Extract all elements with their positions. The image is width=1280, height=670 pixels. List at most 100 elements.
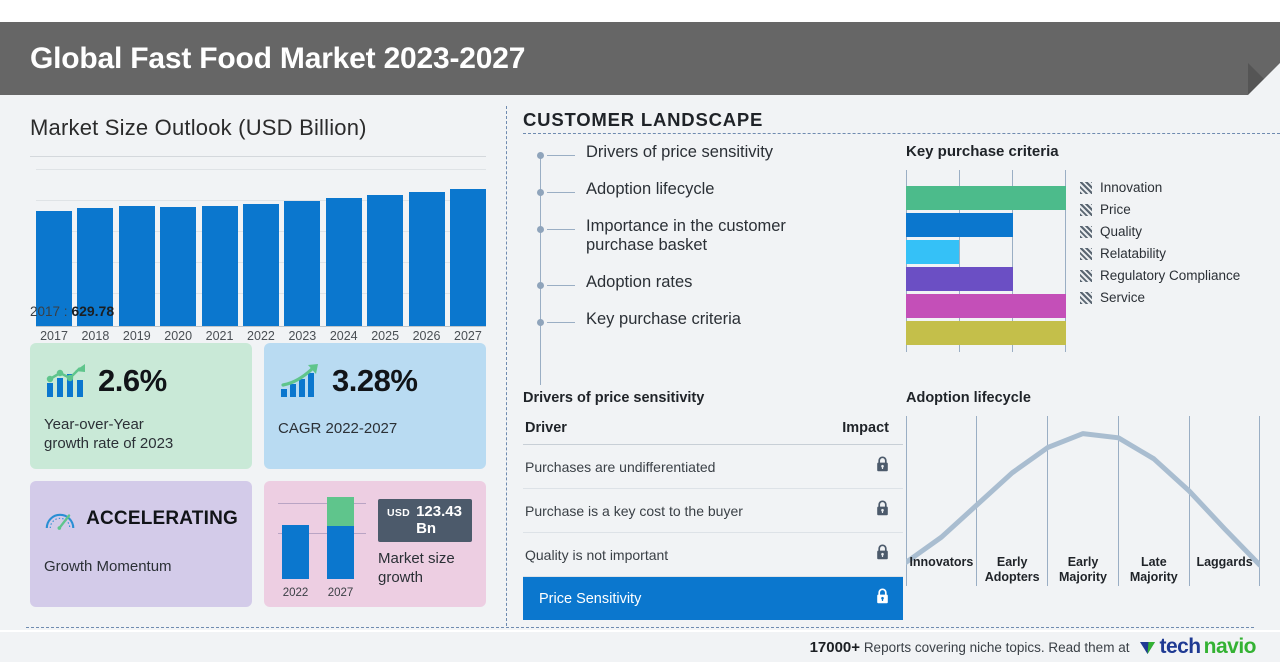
mini-xlabel: 2022 [282,587,309,599]
kpc-legend-label: Regulatory Compliance [1100,268,1241,283]
kpi-card-grid: 2.6% Year-over-Year growth rate of 2023 [30,343,494,613]
kpc-legend-label: Relatability [1100,246,1167,261]
kpc-gridline [1012,170,1013,352]
title-divider [30,156,486,157]
growth-card-caption: Market size growth [378,550,472,588]
footer-divider [26,627,1254,628]
lifecycle-title: Adoption lifecycle [906,390,1031,406]
lifecycle-tick-label: Early Majority [1048,555,1119,584]
hatch-swatch-icon [1080,269,1092,282]
card-header-row: 2.6% [44,357,238,405]
badge-value: 123.43 Bn [416,503,462,537]
lifecycle-tick-line: Adopters [984,569,1040,584]
cagr-value: 3.28% [332,363,418,398]
driver-name: Purchase is a key cost to the buyer [525,502,743,519]
tree-item-0[interactable]: Drivers of price sensitivity [537,143,900,163]
badge-currency: USD [387,507,411,519]
lock-icon [877,500,888,516]
growth-card-text: USD 123.43 Bn Market size growth [378,495,472,597]
customer-landscape-panel: CUSTOMER LANDSCAPE Drivers of price sens… [506,95,1280,630]
bar-arrow-growth-icon [281,364,318,397]
kpc-legend-label: Price [1100,202,1131,217]
mini-xlabel: 2027 [327,587,354,599]
bar-column [36,161,72,326]
bar [160,207,197,326]
lifecycle-gridline [1189,416,1190,586]
vertical-divider [506,106,507,626]
growth-momentum-card: ACCELERATING Growth Momentum [30,481,252,607]
driver-name: Purchases are undifferentiated [525,458,716,475]
bar-column [118,161,155,326]
gridline [36,169,486,170]
tree-item-4[interactable]: Key purchase criteria [537,309,900,330]
driver-name: Price Sensitivity [539,590,642,607]
technavio-logo[interactable]: tech navio [1139,635,1257,659]
lifecycle-tick-label: Early Adopters [977,555,1048,584]
kpc-legend-item: Innovation [1080,180,1240,195]
bar-series [36,161,486,326]
mini-bar-2027 [327,497,354,579]
tree-spine [540,157,541,385]
mini-gridline [278,503,366,504]
drivers-title: Drivers of price sensitivity [523,390,705,406]
impact-lock-cell[interactable] [876,588,889,609]
x-tick-label: 2023 [288,329,317,343]
cagr-card: 3.28% CAGR 2022-2027 [264,343,486,469]
market-size-panel: Market Size Outlook (USD Billion) 2017 20… [0,95,506,630]
impact-lock-cell[interactable] [876,500,889,521]
column-impact: Impact [842,420,889,436]
market-size-title: Market Size Outlook (USD Billion) [30,115,367,140]
lock-icon [877,588,888,604]
lifecycle-tick-line: Majority [1059,569,1107,584]
kpc-body: Innovation Price Quality Relatability Regula… [906,170,1276,352]
card-header-row: ACCELERATING [44,495,238,543]
lifecycle-gridline [1259,416,1260,586]
page-header: Global Fast Food Market 2023-2027 [0,22,1280,95]
lock-icon [877,544,888,560]
tree-item-1[interactable]: Adoption lifecycle [537,179,900,200]
page-footer: 17000+ Reports covering niche topics. Re… [0,632,1280,662]
growth-momentum-label: Growth Momentum [44,558,172,575]
impact-lock-cell[interactable] [876,456,889,477]
yoy-label-line1: Year-over-Year [44,416,144,433]
bar-line-growth-icon [46,364,85,397]
tree-item-label: Adoption lifecycle [586,179,715,198]
driver-row[interactable]: Purchase is a key cost to the buyer [523,489,903,533]
mini-bar-series [282,497,362,579]
bar-chart-x-labels: 2017 2018 2019 2020 2021 2022 2023 2024 2025 2026… [36,329,486,343]
caption-line2: growth [378,568,424,586]
caption-line1: Market size [378,550,455,567]
driver-row-highlighted[interactable]: Price Sensitivity [523,577,903,620]
tree-item-3[interactable]: Adoption rates [537,273,900,293]
tree-connector-line [547,228,575,230]
bar-column [242,161,279,326]
bar [201,205,238,326]
x-tick-label: 2020 [164,329,193,343]
yoy-growth-value: 2.6% [98,363,167,398]
growth-momentum-value: ACCELERATING [86,508,238,529]
growth-mini-chart: 2022 2027 [278,495,366,599]
tree-connector-line [547,285,575,287]
yoy-growth-card: 2.6% Year-over-Year growth rate of 2023 [30,343,252,469]
bar-column [408,161,445,326]
driver-row[interactable]: Quality is not important [523,533,903,577]
bar [284,200,321,326]
kpc-legend-item: Quality [1080,224,1240,239]
growth-card-body: 2022 2027 USD 123.43 Bn Market size grow… [278,495,472,599]
lifecycle-gridline [976,416,977,586]
lifecycle-curve [906,431,1260,568]
driver-row[interactable]: Purchases are undifferentiated [523,445,903,489]
bar-column [77,161,114,326]
lifecycle-tick-line: Early [1067,555,1099,570]
tree-connector-line [547,155,575,156]
market-size-bar-chart: 2017 2018 2019 2020 2021 2022 2023 2024 2025 2026… [30,161,486,353]
footer-count: 17000+ [809,638,861,656]
x-tick-label: 2017 [40,329,68,343]
lifecycle-tick-line: Innovators [909,555,974,570]
impact-lock-cell[interactable] [876,544,889,565]
card-header-row: 3.28% [278,357,472,405]
x-tick-label: 2019 [122,329,151,343]
mini-bar-2022 [282,497,309,579]
tree-item-2[interactable]: Importance in the customer purchase bask… [537,217,900,257]
tree-item-label: Key purchase criteria [586,309,741,328]
